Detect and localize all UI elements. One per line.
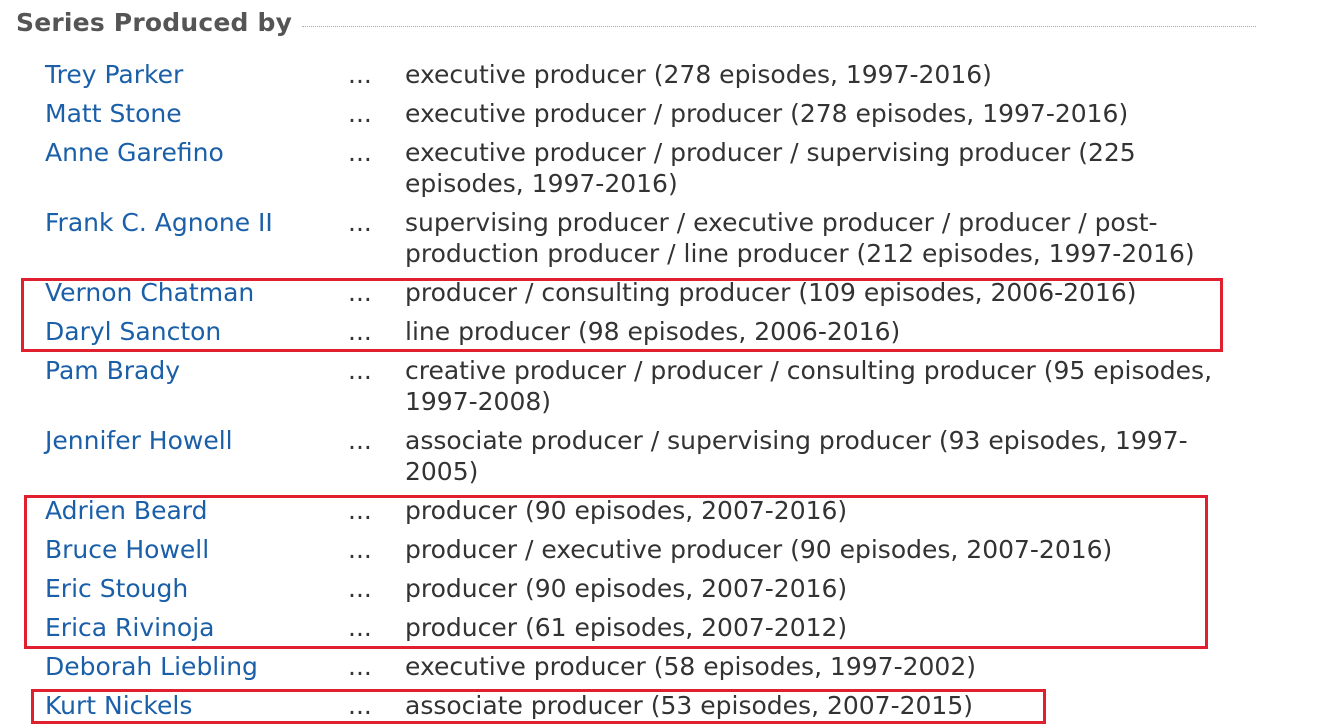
producer-link-bruce-howell[interactable]: Bruce Howell xyxy=(45,535,210,564)
producer-credit: executive producer / producer / supervis… xyxy=(405,138,1136,198)
separator-dots: ... xyxy=(348,278,372,307)
separator-dots: ... xyxy=(348,691,372,720)
separator-dots: ... xyxy=(348,60,372,89)
separator-dots: ... xyxy=(348,208,372,237)
separator-dots: ... xyxy=(348,535,372,564)
producer-link-frank-agnone[interactable]: Frank C. Agnone II xyxy=(45,208,273,237)
producer-link-anne-garefino[interactable]: Anne Garefino xyxy=(45,138,224,167)
separator-dots: ... xyxy=(348,99,372,128)
producer-credit: producer (61 episodes, 2007-2012) xyxy=(405,613,848,642)
producer-credit: supervising producer / executive produce… xyxy=(405,208,1195,268)
separator-dots: ... xyxy=(348,652,372,681)
producer-credit: producer / consulting producer (109 epis… xyxy=(405,278,1137,307)
separator-dots: ... xyxy=(348,426,372,455)
separator-dots: ... xyxy=(348,496,372,525)
producer-link-kurt-nickels[interactable]: Kurt Nickels xyxy=(45,691,193,720)
separator-dots: ... xyxy=(348,613,372,642)
producer-link-trey-parker[interactable]: Trey Parker xyxy=(45,60,184,89)
producer-link-vernon-chatman[interactable]: Vernon Chatman xyxy=(45,278,255,307)
producer-link-erica-rivinoja[interactable]: Erica Rivinoja xyxy=(45,613,215,642)
producer-credit: executive producer / producer (278 episo… xyxy=(405,99,1129,128)
producer-credit: associate producer (53 episodes, 2007-20… xyxy=(405,691,973,720)
separator-dots: ... xyxy=(348,574,372,603)
producer-link-daryl-sancton[interactable]: Daryl Sancton xyxy=(45,317,222,346)
producer-credit: creative producer / producer / consultin… xyxy=(405,356,1213,416)
producer-link-eric-stough[interactable]: Eric Stough xyxy=(45,574,189,603)
producer-link-pam-brady[interactable]: Pam Brady xyxy=(45,356,180,385)
producer-credit: line producer (98 episodes, 2006-2016) xyxy=(405,317,901,346)
producer-credit: executive producer (278 episodes, 1997-2… xyxy=(405,60,992,89)
separator-dots: ... xyxy=(348,356,372,385)
producer-credit: producer / executive producer (90 episod… xyxy=(405,535,1113,564)
producer-link-deborah-liebling[interactable]: Deborah Liebling xyxy=(45,652,258,681)
section-title: Series Produced by xyxy=(16,7,293,37)
section-header: Series Produced by xyxy=(16,4,1256,40)
producer-credit: producer (90 episodes, 2007-2016) xyxy=(405,574,848,603)
producer-credit: producer (90 episodes, 2007-2016) xyxy=(405,496,848,525)
separator-dots: ... xyxy=(348,317,372,346)
producer-credit: executive producer (58 episodes, 1997-20… xyxy=(405,652,976,681)
header-dotted-rule xyxy=(302,25,1256,27)
producer-link-matt-stone[interactable]: Matt Stone xyxy=(45,99,182,128)
producer-link-adrien-beard[interactable]: Adrien Beard xyxy=(45,496,208,525)
producer-link-jennifer-howell[interactable]: Jennifer Howell xyxy=(45,426,233,455)
producer-credit: associate producer / supervising produce… xyxy=(405,426,1188,486)
separator-dots: ... xyxy=(348,138,372,167)
